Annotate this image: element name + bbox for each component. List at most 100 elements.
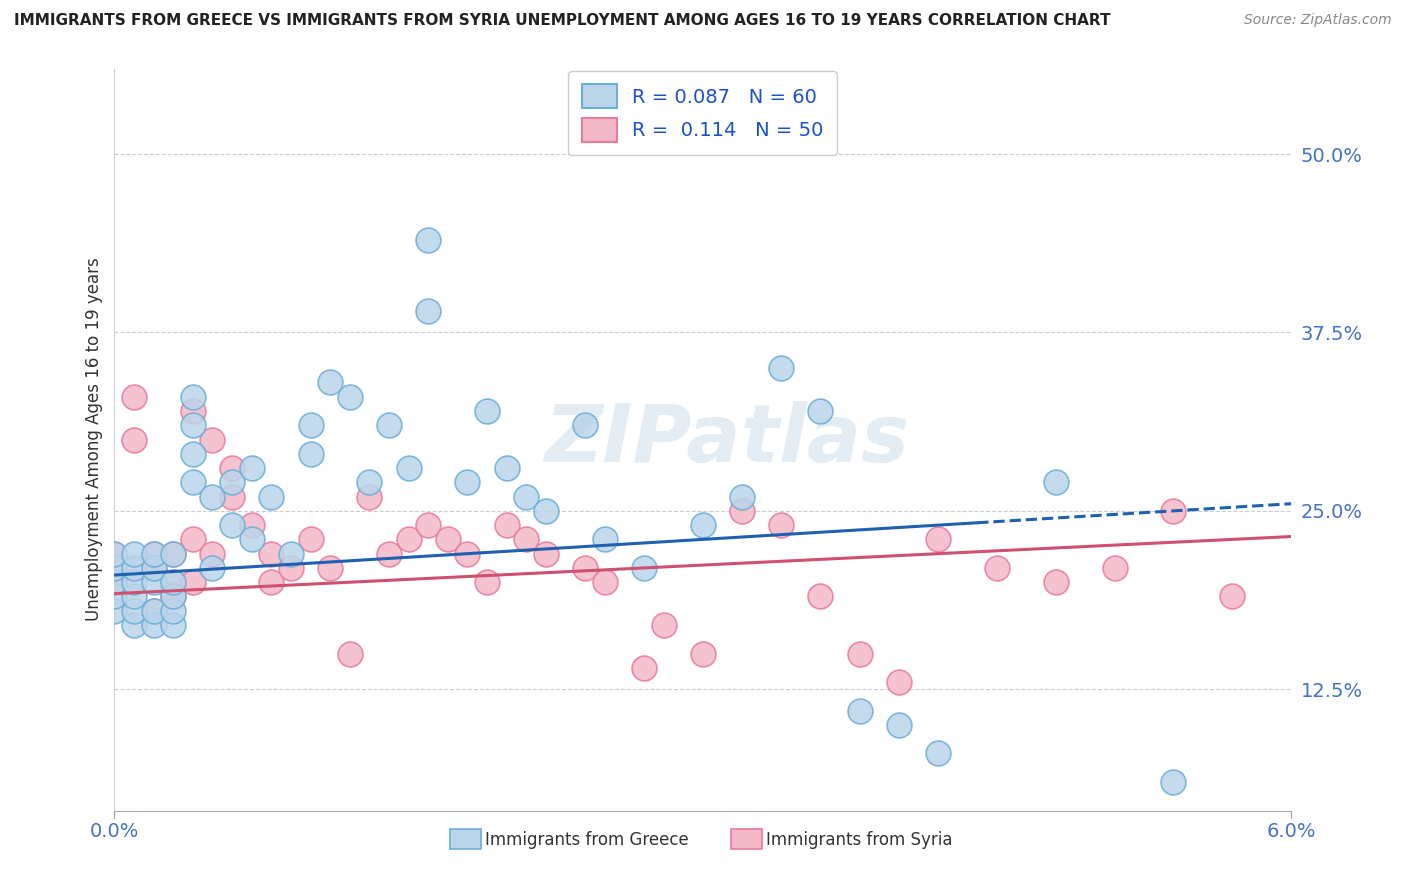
Point [359,475,381,490]
Point [731,490,754,504]
Point [692,647,714,661]
Point [122,433,145,447]
Point [808,590,831,604]
Point [260,547,283,561]
Point [299,447,322,461]
Point [201,490,224,504]
Point [770,518,793,533]
Point [1045,575,1067,590]
Point [887,675,910,690]
Point [181,447,204,461]
Point [221,461,243,475]
Text: Source: ZipAtlas.com: Source: ZipAtlas.com [1244,13,1392,28]
Point [495,461,517,475]
Point [162,575,184,590]
Point [162,604,184,618]
Point [122,561,145,575]
Point [475,575,498,590]
Point [848,647,870,661]
Point [162,547,184,561]
Point [927,533,949,547]
Point [260,575,283,590]
Point [456,475,478,490]
Point [122,547,145,561]
Point [181,533,204,547]
Point [162,575,184,590]
Point [122,590,145,604]
Point [103,604,125,618]
Point [162,590,184,604]
Point [142,618,165,632]
Point [103,575,125,590]
Point [1104,561,1126,575]
Point [418,233,440,247]
Text: Immigrants from Greece: Immigrants from Greece [485,831,689,849]
Point [142,561,165,575]
Point [201,433,224,447]
Point [103,575,125,590]
Point [280,561,302,575]
Point [398,533,420,547]
Point [103,547,125,561]
Point [181,575,204,590]
Point [181,418,204,433]
Point [122,618,145,632]
Point [142,547,165,561]
Text: IMMIGRANTS FROM GREECE VS IMMIGRANTS FROM SYRIA UNEMPLOYMENT AMONG AGES 16 TO 19: IMMIGRANTS FROM GREECE VS IMMIGRANTS FRO… [14,13,1111,29]
Point [692,518,714,533]
Point [122,575,145,590]
Point [181,475,204,490]
Point [927,747,949,761]
Point [201,561,224,575]
Point [808,404,831,418]
Point [986,561,1008,575]
Point [319,561,342,575]
Point [574,418,596,433]
Point [280,547,302,561]
Point [475,404,498,418]
Point [515,490,537,504]
Point [319,376,342,390]
Point [221,490,243,504]
Point [103,561,125,575]
Point [162,590,184,604]
Point [181,390,204,404]
Text: ZIPatlas: ZIPatlas [544,401,908,478]
Point [574,561,596,575]
Point [201,547,224,561]
Point [299,418,322,433]
Point [378,547,401,561]
Point [515,533,537,547]
Point [495,518,517,533]
Point [633,661,655,675]
Point [260,490,283,504]
Point [122,604,145,618]
Point [887,718,910,732]
Point [534,547,557,561]
Point [418,304,440,318]
Point [652,133,675,147]
Point [240,461,263,475]
Point [142,604,165,618]
Point [339,647,361,661]
Point [1163,775,1185,789]
Text: Immigrants from Syria: Immigrants from Syria [766,831,952,849]
Point [418,518,440,533]
Point [456,547,478,561]
Point [221,475,243,490]
Point [436,533,458,547]
Point [534,504,557,518]
Point [1045,475,1067,490]
Point [731,504,754,518]
Point [1220,590,1243,604]
Point [378,418,401,433]
Point [359,490,381,504]
Point [142,561,165,575]
Point [122,390,145,404]
Point [652,618,675,632]
Point [162,547,184,561]
Point [142,604,165,618]
Legend: R = 0.087   N = 60, R =  0.114   N = 50: R = 0.087 N = 60, R = 0.114 N = 50 [568,70,838,155]
Point [142,547,165,561]
Point [593,575,616,590]
